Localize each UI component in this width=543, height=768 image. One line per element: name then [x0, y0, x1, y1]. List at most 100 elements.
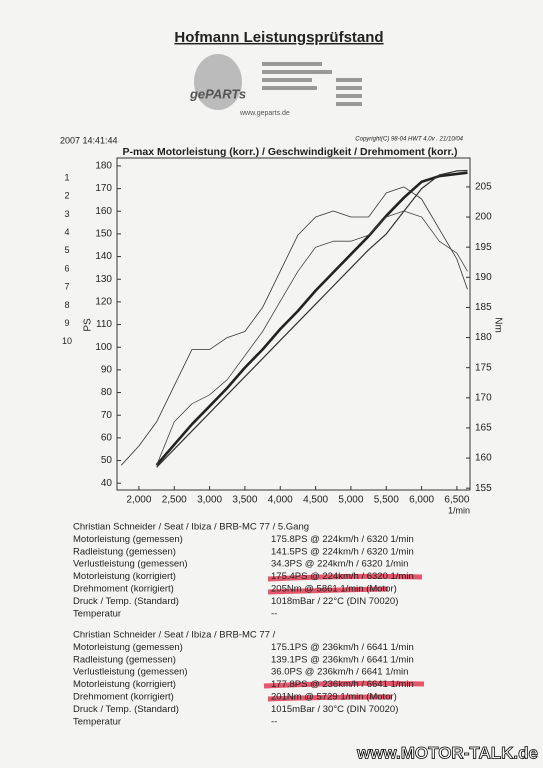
result-value: -- — [271, 716, 277, 727]
logo-line — [262, 70, 332, 74]
logo: gePARTs www.geparts.de — [189, 54, 362, 117]
x-tick-label: 3,000 — [197, 495, 222, 506]
result-value: 177.8PS @ 236km/h / 6641 1/min — [271, 679, 414, 690]
series-line — [156, 169, 468, 468]
y-tick-label: 120 — [95, 297, 112, 308]
series-line — [155, 171, 468, 466]
timestamp: 2007 14:41:44 — [60, 135, 118, 145]
result-heading: Christian Schneider / Seat / Ibiza / BRB… — [73, 630, 276, 641]
margin-number: 6 — [64, 263, 69, 273]
highlight — [267, 694, 393, 702]
result-value: -- — [271, 608, 277, 619]
y2-tick-label: 155 — [475, 483, 492, 494]
y2-tick-label: 195 — [475, 242, 492, 253]
result-value: 1018mBar / 22°C (DIN 70020) — [271, 596, 398, 607]
margin-number: 9 — [64, 318, 69, 328]
x-tick-label: 6,000 — [409, 495, 434, 506]
result-label: Temperatur — [73, 608, 121, 619]
y-tick-label: 60 — [101, 433, 113, 444]
x-tick-label: 5,500 — [374, 495, 399, 506]
series-line — [156, 210, 468, 466]
result-value: 141.5PS @ 224km/h / 6320 1/min — [271, 546, 414, 557]
y2-tick-label: 175 — [475, 362, 492, 373]
x-tick-label: 4,500 — [303, 495, 328, 506]
y-tick-label: 100 — [95, 342, 112, 353]
result-value: 175.1PS @ 236km/h / 6641 1/min — [271, 642, 414, 653]
x-tick-label: 2,500 — [162, 495, 187, 506]
result-label: Motorleistung (korrigiert) — [73, 571, 176, 582]
result-label: Verlustleistung (gemessen) — [73, 559, 188, 570]
result-value: 175.4PS @ 224km/h / 6320 1/min — [271, 571, 414, 582]
result-label: Radleistung (gemessen) — [73, 654, 176, 665]
y2-tick-label: 160 — [475, 453, 492, 464]
result-value: 34.3PS @ 224km/h / 6320 1/min — [271, 559, 408, 570]
x-tick-label: 6,500 — [444, 495, 469, 506]
result-value: 205Nm @ 5861 1/min (Motor) — [271, 584, 397, 595]
x-axis-label: 1/min — [448, 505, 470, 515]
watermark: www.MOTOR-TALK.de — [356, 743, 538, 762]
margin-number: 5 — [64, 245, 69, 255]
y-tick-label: 140 — [95, 251, 112, 262]
result-heading: Christian Schneider / Seat / Ibiza / BRB… — [73, 522, 309, 533]
logo-url: www.geparts.de — [239, 110, 290, 117]
result-label: Temperatur — [73, 716, 121, 727]
result-label: Druck / Temp. (Standard) — [73, 704, 179, 715]
logo-line — [262, 62, 322, 66]
y-tick-label: 40 — [101, 478, 113, 489]
y-tick-label: 170 — [95, 183, 112, 194]
y-tick-label: 150 — [95, 229, 112, 240]
logo-line — [336, 94, 362, 98]
margin-number: 8 — [64, 300, 69, 310]
logo-emblem — [194, 54, 242, 110]
x-tick-label: 5,000 — [338, 495, 363, 506]
result-label: Radleistung (gemessen) — [73, 546, 176, 557]
margin-number: 2 — [64, 191, 69, 201]
chart-title: P-max Motorleistung (korr.) / Geschwindi… — [123, 146, 458, 158]
logo-line — [336, 86, 362, 90]
y-tick-label: 180 — [95, 161, 112, 172]
y2-axis-label: Nm — [492, 317, 503, 333]
y-tick-label: 160 — [95, 206, 112, 217]
margin-number: 10 — [62, 336, 72, 346]
x-tick-label: 3,500 — [232, 495, 257, 506]
result-label: Drehmoment (korrigiert) — [73, 692, 174, 703]
margin-number: 7 — [64, 282, 69, 292]
y-tick-label: 70 — [101, 410, 113, 421]
y2-tick-label: 200 — [475, 212, 492, 223]
page-title: Hofmann Leistungsprüfstand — [174, 29, 383, 46]
result-value: 36.0PS @ 236km/h / 6641 1/min — [271, 667, 408, 678]
margin-number: 3 — [64, 209, 69, 219]
y2-tick-label: 185 — [475, 302, 492, 313]
result-value: 175.8PS @ 224km/h / 6320 1/min — [271, 534, 414, 545]
y2-tick-label: 190 — [475, 272, 492, 283]
logo-line — [262, 86, 317, 90]
margin-number: 4 — [64, 227, 69, 237]
logo-text: gePARTs — [189, 86, 246, 101]
series-line — [120, 186, 468, 466]
result-label: Motorleistung (korrigiert) — [73, 679, 176, 690]
y2-tick-label: 170 — [475, 392, 492, 403]
result-label: Motorleistung (gemessen) — [73, 642, 183, 653]
highlight — [267, 586, 389, 595]
x-tick-label: 2,000 — [126, 495, 151, 506]
y-axis-label: PS — [83, 318, 94, 332]
y-tick-label: 50 — [101, 455, 113, 466]
logo-line — [262, 78, 312, 82]
y2-tick-label: 180 — [475, 332, 492, 343]
logo-line — [336, 102, 362, 106]
y2-tick-label: 205 — [475, 182, 492, 193]
margin-number: 1 — [64, 172, 69, 182]
plot-frame — [116, 157, 471, 491]
highlight — [263, 680, 425, 689]
result-label: Drehmoment (korrigiert) — [73, 584, 174, 595]
result-value: 201Nm @ 5729 1/min (Motor) — [271, 692, 397, 703]
result-value: 1015mBar / 30°C (DIN 70020) — [271, 704, 398, 715]
y-tick-label: 130 — [95, 274, 112, 285]
result-label: Druck / Temp. (Standard) — [73, 596, 179, 607]
copyright: Copyright(C) 98-04 HWT 4.0v . 21/10/04 — [355, 137, 463, 143]
logo-line — [336, 78, 362, 82]
result-label: Motorleistung (gemessen) — [73, 534, 183, 545]
